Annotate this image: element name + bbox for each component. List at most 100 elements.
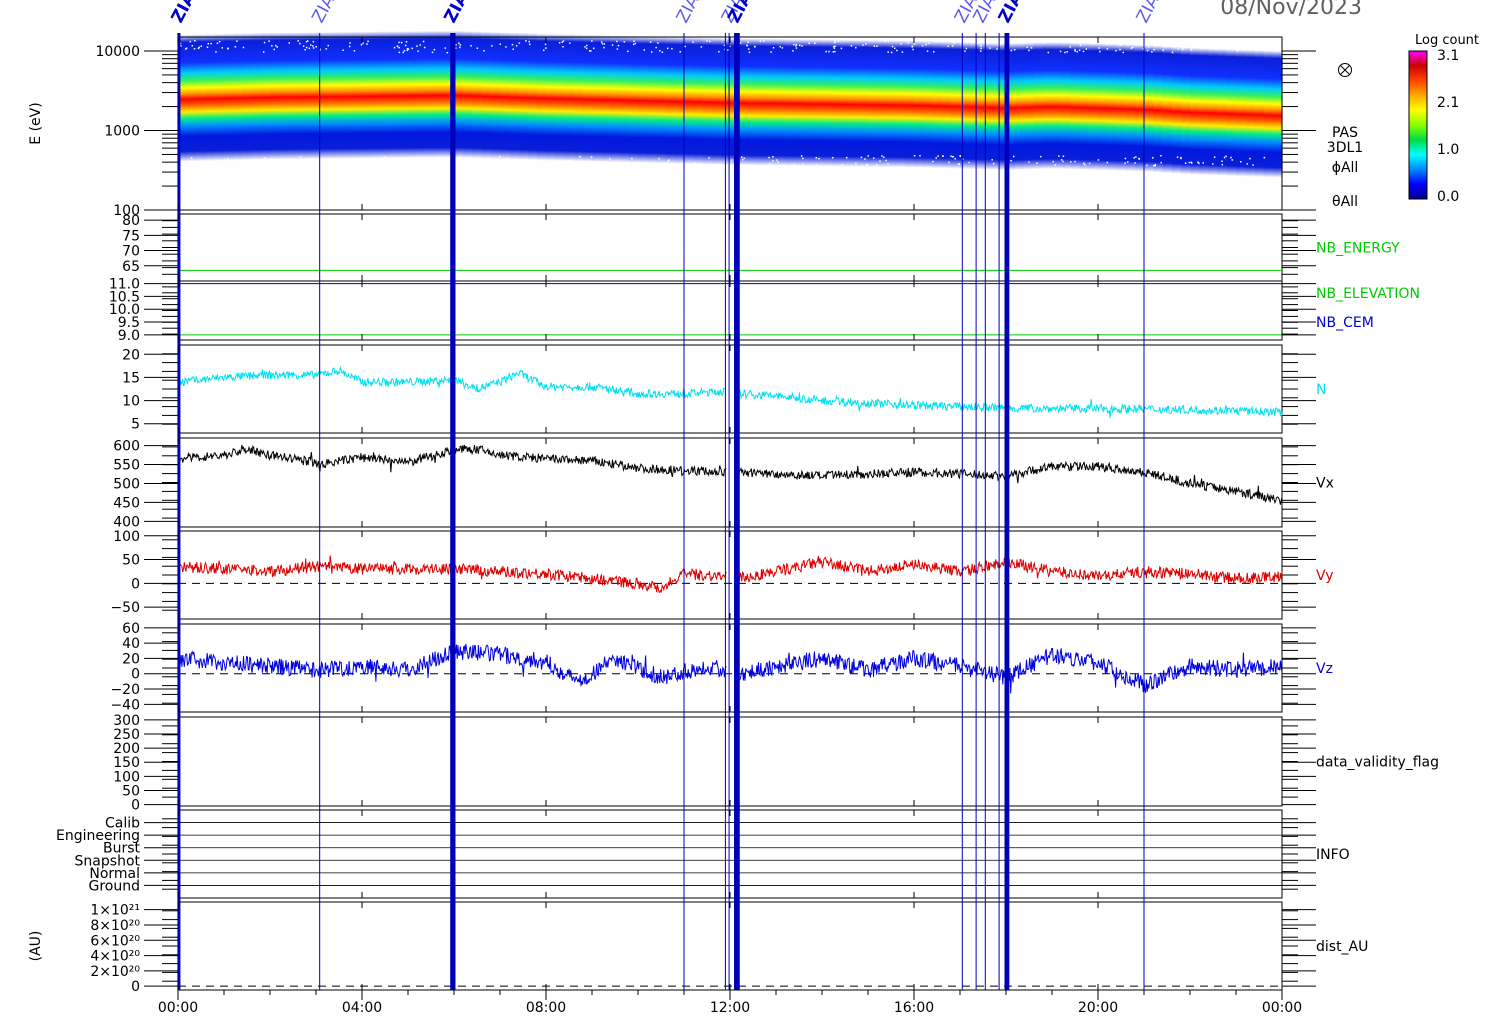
speckle bbox=[694, 162, 697, 164]
speckle bbox=[406, 47, 409, 50]
spectrogram-column bbox=[564, 34, 575, 162]
speckle bbox=[992, 162, 995, 165]
ytick-label-vx: 550 bbox=[113, 458, 140, 474]
speckle bbox=[352, 160, 354, 162]
speckle bbox=[505, 46, 507, 48]
speckle bbox=[942, 155, 944, 157]
ytick-label-nb_energy: 70 bbox=[122, 244, 140, 260]
speckle bbox=[617, 44, 620, 47]
ytick-label-au: 4×10²⁰ bbox=[90, 949, 140, 965]
speckle bbox=[1276, 41, 1278, 43]
speckle bbox=[1246, 163, 1248, 165]
speckle bbox=[1146, 164, 1148, 167]
speckle bbox=[907, 42, 910, 44]
speckle bbox=[996, 48, 998, 50]
speckle bbox=[422, 40, 425, 43]
speckle bbox=[876, 45, 878, 47]
speckle bbox=[1260, 40, 1263, 42]
speckle bbox=[1079, 41, 1081, 44]
speckle bbox=[633, 40, 635, 42]
speckle bbox=[666, 47, 669, 50]
spectrogram-column bbox=[398, 31, 409, 159]
speckle bbox=[948, 161, 950, 164]
speckle bbox=[505, 160, 507, 163]
y-axis-title-spectrogram: E (eV) bbox=[28, 102, 44, 144]
speckle bbox=[348, 45, 351, 48]
speckle bbox=[739, 42, 742, 44]
speckle bbox=[499, 155, 501, 158]
speckle bbox=[801, 45, 803, 47]
speckle bbox=[935, 157, 937, 159]
speckle bbox=[855, 46, 857, 49]
spectrogram-column bbox=[196, 34, 207, 162]
speckle bbox=[1240, 161, 1242, 163]
speckle bbox=[814, 42, 816, 44]
speckle bbox=[383, 156, 386, 158]
speckle bbox=[419, 44, 422, 46]
spectrogram-column bbox=[1153, 45, 1163, 173]
speckle bbox=[227, 47, 229, 50]
speckle bbox=[401, 157, 404, 160]
panel-frame-vx bbox=[177, 437, 1283, 528]
speckle bbox=[1074, 50, 1076, 52]
speckle bbox=[770, 51, 772, 53]
speckle bbox=[398, 41, 400, 44]
speckle bbox=[1058, 155, 1060, 157]
ytick-label-nb_energy: 80 bbox=[122, 213, 140, 229]
speckle bbox=[1176, 156, 1179, 158]
spectrogram-column bbox=[325, 32, 335, 159]
speckle bbox=[562, 40, 565, 42]
spectrogram-column bbox=[914, 40, 924, 168]
speckle bbox=[792, 50, 794, 52]
spectrogram-column bbox=[1088, 43, 1099, 171]
ytick-label-n: 10 bbox=[122, 394, 140, 410]
spectrogram-column bbox=[536, 33, 547, 161]
speckle bbox=[1136, 41, 1139, 44]
speckle bbox=[808, 42, 810, 45]
speckle bbox=[1263, 156, 1266, 159]
speckle bbox=[1099, 50, 1101, 53]
speckle bbox=[651, 51, 653, 53]
speckle bbox=[748, 51, 751, 54]
speckle bbox=[1040, 155, 1042, 158]
spectrogram-column bbox=[306, 32, 317, 160]
speckle bbox=[684, 45, 687, 48]
speckle bbox=[197, 47, 200, 50]
spectrogram-column bbox=[582, 34, 593, 162]
speckle bbox=[1190, 161, 1193, 164]
speckle bbox=[557, 161, 559, 164]
speckle bbox=[431, 51, 434, 54]
speckle bbox=[305, 40, 308, 43]
speckle bbox=[833, 47, 836, 50]
speckle bbox=[885, 159, 887, 162]
panel-frame-nb_energy bbox=[177, 213, 1283, 282]
speckle bbox=[1222, 42, 1224, 44]
speckle bbox=[665, 162, 668, 164]
spectrogram-column bbox=[389, 31, 400, 159]
speckle bbox=[588, 161, 591, 163]
speckle bbox=[968, 161, 970, 164]
speckle bbox=[404, 44, 407, 47]
speckle bbox=[1216, 42, 1218, 45]
xtick-label: 16:00 bbox=[894, 1000, 934, 1016]
speckle bbox=[911, 45, 913, 48]
speckle bbox=[884, 40, 886, 43]
speckle bbox=[220, 159, 223, 162]
speckle bbox=[483, 164, 486, 166]
speckle bbox=[1127, 40, 1130, 43]
ytick-label-vz: −20 bbox=[110, 682, 140, 698]
speckle bbox=[312, 45, 314, 47]
speckle bbox=[312, 40, 315, 43]
colorbar-gradient bbox=[1408, 50, 1428, 200]
speckle bbox=[1162, 49, 1164, 52]
speckle bbox=[1028, 161, 1030, 163]
speckle bbox=[1213, 43, 1216, 46]
ytick-label-vx: 500 bbox=[113, 476, 140, 492]
speckle bbox=[188, 163, 191, 165]
speckle bbox=[190, 161, 193, 164]
spectrogram-column bbox=[1180, 47, 1191, 175]
speckle bbox=[1106, 48, 1109, 50]
speckle bbox=[1152, 164, 1155, 167]
speckle bbox=[834, 45, 836, 48]
spectrogram-column bbox=[628, 35, 639, 163]
